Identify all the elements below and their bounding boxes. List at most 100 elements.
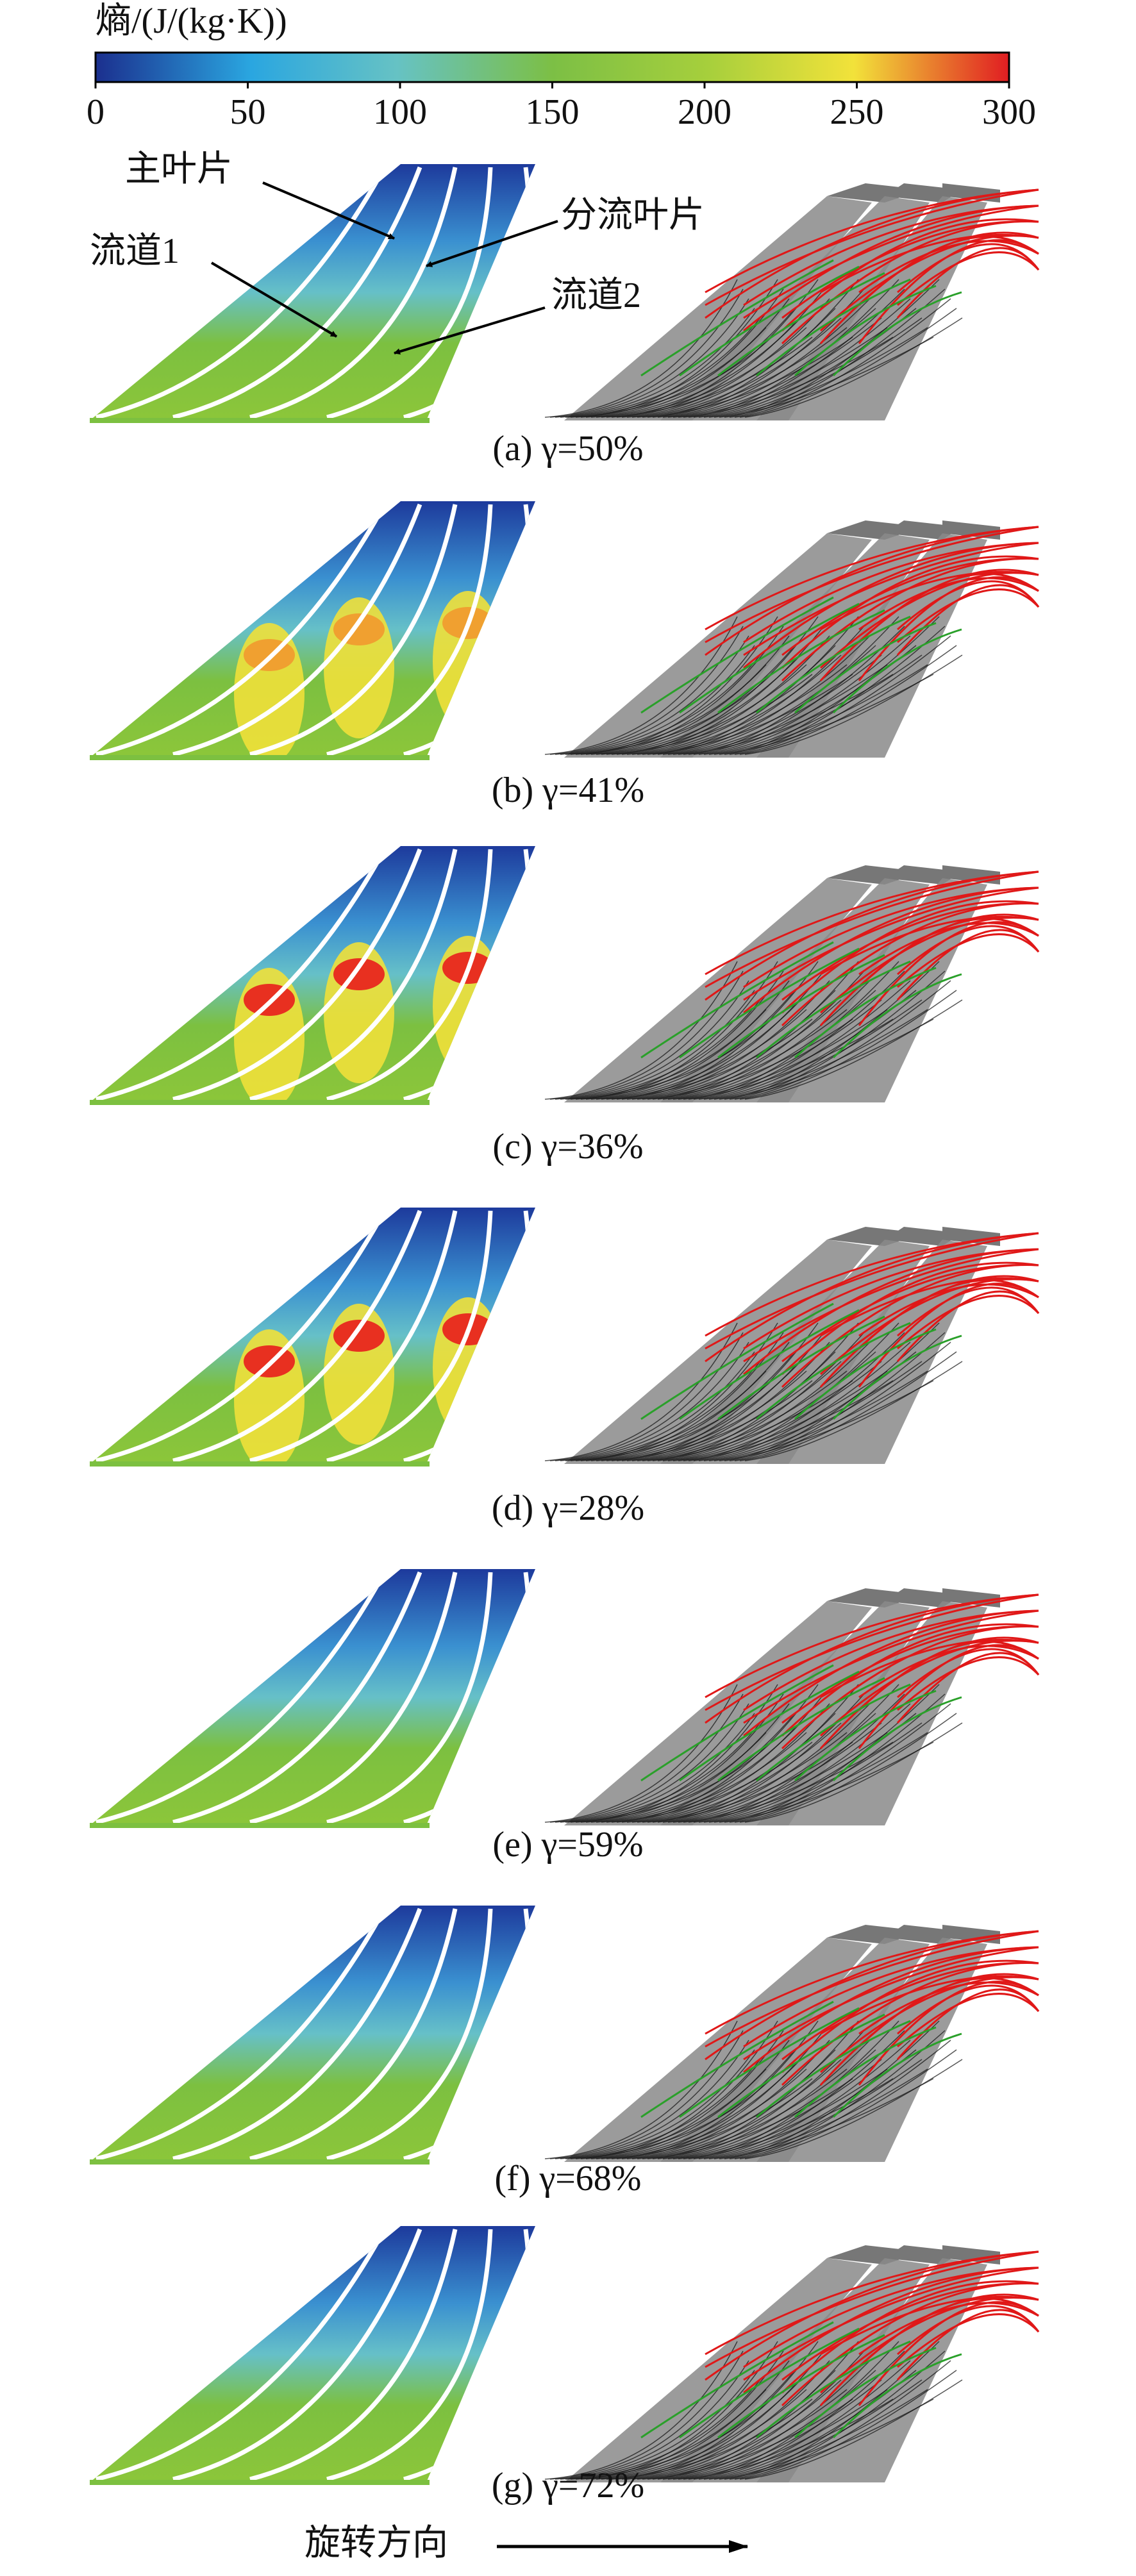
streamline — [729, 2350, 946, 2480]
streamline — [756, 278, 911, 377]
streamline — [626, 298, 830, 418]
entropy-contour — [90, 1208, 535, 1464]
streamline-view — [544, 1227, 1040, 1464]
streamline — [555, 635, 749, 755]
streamline — [698, 2040, 911, 2159]
streamline — [708, 1722, 923, 1823]
streamline — [678, 2068, 888, 2159]
streamline — [832, 2032, 962, 2118]
streamline — [640, 2000, 834, 2118]
entropy-contour — [90, 1906, 535, 2162]
annotation: 流道1 — [90, 231, 180, 271]
streamline — [781, 900, 1039, 1014]
streamline — [739, 2370, 957, 2480]
panel — [90, 846, 1040, 1105]
streamline — [729, 626, 946, 755]
blade — [96, 2228, 387, 2482]
entropy-contour — [90, 164, 535, 420]
blade — [172, 503, 422, 757]
panel — [90, 1906, 1040, 2165]
streamline — [637, 1361, 842, 1461]
hub — [90, 755, 430, 760]
streamline — [580, 2341, 778, 2480]
streamline — [743, 204, 1039, 332]
blade — [326, 849, 493, 1102]
streamline — [549, 2030, 744, 2159]
blade-top — [942, 183, 1000, 203]
annotation-arrow — [210, 262, 338, 338]
streamline — [734, 980, 951, 1100]
panel-caption: (c) γ=36% — [492, 1127, 643, 1167]
streamline — [794, 622, 937, 714]
blade-top — [942, 1925, 1000, 1944]
blade — [249, 1210, 458, 1463]
colorbar-ticks: 0 50 100 150 200 250 300 — [87, 82, 1036, 132]
streamline — [662, 2040, 871, 2159]
streamline — [729, 2030, 946, 2159]
streamline — [717, 2334, 885, 2439]
streamline — [756, 615, 911, 714]
streamline — [858, 2302, 1039, 2356]
streamline — [555, 980, 749, 1100]
panel — [90, 2226, 1040, 2485]
streamline — [672, 2379, 882, 2480]
streamline — [652, 2341, 859, 2480]
streamline — [708, 999, 923, 1100]
blade-top — [942, 1227, 1000, 1246]
streamline — [781, 1261, 1039, 1375]
streamline-view — [544, 1588, 1040, 1825]
streamline — [717, 609, 885, 714]
streamline — [820, 570, 1039, 631]
streamline — [580, 616, 778, 755]
streamline — [678, 1009, 888, 1100]
streamline-view — [544, 183, 1040, 420]
streamline — [858, 1977, 1039, 2048]
annotation-arrow — [394, 306, 546, 355]
streamline — [606, 664, 807, 755]
streamline — [596, 990, 796, 1100]
streamline — [705, 1593, 1039, 1724]
streamline — [739, 645, 957, 755]
streamline — [858, 922, 1039, 976]
annotation-arrow — [262, 181, 395, 240]
streamline — [858, 2297, 1039, 2368]
blade — [249, 1572, 458, 1825]
streamline — [626, 1703, 830, 1823]
streamline — [560, 645, 755, 755]
streamline — [688, 2020, 899, 2159]
streamline — [590, 1703, 790, 1823]
streamline — [640, 2321, 834, 2439]
streamline — [705, 526, 1039, 644]
streamline — [744, 317, 963, 418]
streamline — [756, 1683, 911, 1782]
streamline — [705, 188, 1039, 319]
streamline — [642, 2389, 848, 2480]
streamline — [708, 2059, 923, 2159]
streamline — [744, 1722, 963, 1823]
contour-fill — [90, 1906, 535, 2162]
streamline — [606, 1732, 807, 1823]
streamline — [549, 288, 744, 418]
streamline — [662, 1703, 871, 1823]
streamline — [580, 961, 778, 1100]
streamline — [744, 654, 963, 755]
streamline — [714, 1732, 928, 1823]
streamline — [743, 1609, 1039, 1724]
blade — [96, 1209, 387, 1463]
streamline — [858, 235, 1039, 306]
streamline — [640, 1664, 834, 1782]
streamline — [734, 2040, 951, 2159]
streamline — [734, 2360, 951, 2480]
colorbar-tick-label: 100 — [373, 92, 427, 132]
streamline — [544, 2020, 738, 2159]
streamline — [729, 970, 946, 1100]
streamline — [596, 308, 796, 418]
streamline — [565, 2379, 761, 2480]
streamline — [858, 1279, 1039, 1350]
streamline — [678, 327, 888, 418]
streamline — [756, 1322, 911, 1420]
blade — [96, 503, 387, 757]
blade — [249, 1908, 458, 2161]
streamline — [652, 2020, 859, 2159]
